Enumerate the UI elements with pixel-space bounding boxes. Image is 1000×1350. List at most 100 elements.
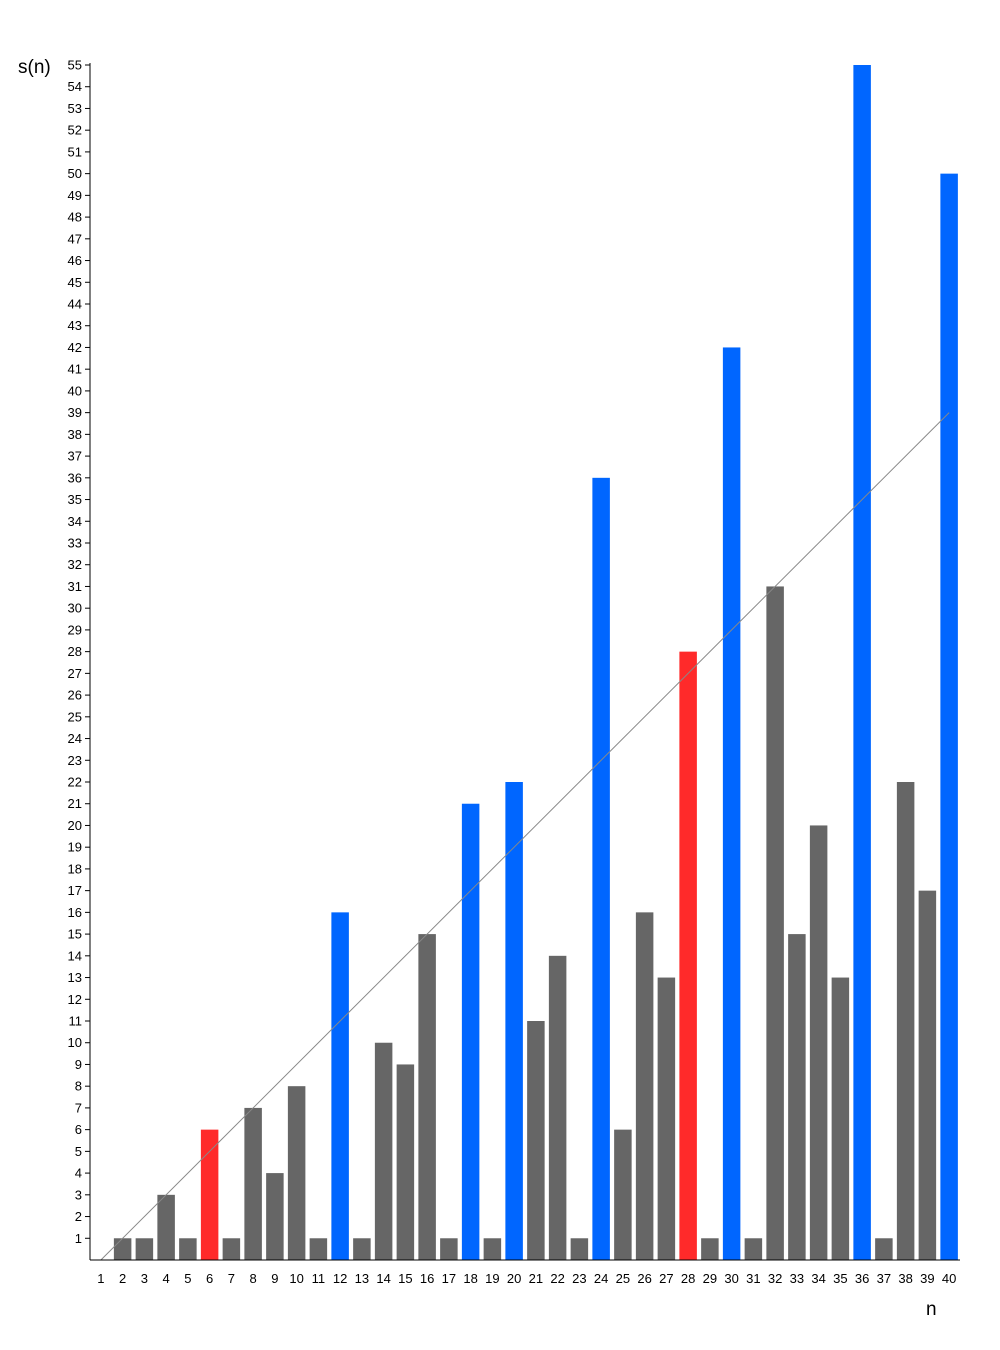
- x-tick-label-31: 31: [746, 1271, 760, 1286]
- y-tick-label-39: 39: [68, 405, 82, 420]
- y-tick-label-37: 37: [68, 449, 82, 464]
- bar-n-40: [940, 173, 958, 1260]
- bar-n-21: [527, 1021, 545, 1260]
- x-tick-label-22: 22: [550, 1271, 564, 1286]
- bar-n-24: [592, 477, 610, 1260]
- y-tick-label-50: 50: [68, 166, 82, 181]
- bar-n-36: [853, 65, 871, 1260]
- x-tick-label-36: 36: [855, 1271, 869, 1286]
- x-tick-label-27: 27: [659, 1271, 673, 1286]
- y-tick-label-15: 15: [68, 927, 82, 942]
- y-tick-label-18: 18: [68, 861, 82, 876]
- y-tick-label-1: 1: [75, 1231, 82, 1246]
- bar-n-31: [744, 1238, 763, 1260]
- x-tick-label-9: 9: [271, 1271, 278, 1286]
- bar-n-3: [135, 1238, 154, 1260]
- x-tick-label-20: 20: [507, 1271, 521, 1286]
- y-tick-label-12: 12: [68, 992, 82, 1007]
- bar-n-25: [614, 1129, 632, 1260]
- bar-n-5: [179, 1238, 197, 1260]
- y-tick-label-27: 27: [68, 666, 82, 681]
- bar-n-27: [657, 977, 676, 1260]
- bar-n-8: [244, 1107, 262, 1260]
- y-tick-label-30: 30: [68, 601, 82, 616]
- x-tick-label-25: 25: [616, 1271, 630, 1286]
- x-tick-label-39: 39: [920, 1271, 934, 1286]
- y-tick-label-11: 11: [69, 1014, 83, 1029]
- x-axis-title: n: [926, 1299, 937, 1320]
- x-tick-label-18: 18: [463, 1271, 477, 1286]
- x-tick-label-28: 28: [681, 1271, 695, 1286]
- x-tick-label-11: 11: [312, 1271, 326, 1286]
- bar-n-7: [222, 1238, 241, 1260]
- bars-layer: [113, 65, 958, 1260]
- y-tick-label-7: 7: [75, 1100, 82, 1115]
- y-tick-label-19: 19: [68, 840, 82, 855]
- x-tick-label-38: 38: [898, 1271, 912, 1286]
- x-tick-label-24: 24: [594, 1271, 608, 1286]
- bar-n-11: [309, 1238, 328, 1260]
- y-tick-label-53: 53: [68, 101, 82, 116]
- y-tick-label-25: 25: [68, 709, 82, 724]
- x-tick-label-12: 12: [333, 1271, 347, 1286]
- y-tick-label-2: 2: [75, 1209, 82, 1224]
- x-tick-label-3: 3: [141, 1271, 148, 1286]
- x-tick-label-21: 21: [529, 1271, 543, 1286]
- y-tick-label-51: 51: [68, 144, 82, 159]
- bar-n-19: [483, 1238, 502, 1260]
- x-tick-label-14: 14: [376, 1271, 390, 1286]
- y-tick-label-34: 34: [68, 514, 82, 529]
- x-tick-label-1: 1: [97, 1271, 104, 1286]
- y-ticks-layer: 1234567891011121314151617181920212223242…: [68, 58, 90, 1246]
- axes-layer: [89, 63, 960, 1261]
- x-tick-label-4: 4: [163, 1271, 170, 1286]
- bar-n-26: [635, 912, 654, 1260]
- bar-n-6: [200, 1129, 219, 1260]
- x-tick-label-30: 30: [724, 1271, 738, 1286]
- y-tick-label-40: 40: [68, 383, 82, 398]
- y-tick-label-21: 21: [68, 796, 82, 811]
- x-tick-label-26: 26: [637, 1271, 651, 1286]
- bar-n-2: [113, 1238, 132, 1260]
- bar-n-15: [396, 1064, 415, 1260]
- y-tick-label-41: 41: [68, 362, 82, 377]
- y-tick-label-20: 20: [68, 818, 82, 833]
- x-tick-label-7: 7: [228, 1271, 235, 1286]
- reference-line: [100, 412, 950, 1261]
- x-tick-label-23: 23: [572, 1271, 586, 1286]
- x-tick-label-16: 16: [420, 1271, 434, 1286]
- x-tick-label-6: 6: [206, 1271, 213, 1286]
- y-tick-label-10: 10: [68, 1035, 82, 1050]
- x-tick-label-35: 35: [833, 1271, 847, 1286]
- y-tick-label-24: 24: [68, 731, 82, 746]
- bar-n-38: [896, 782, 915, 1260]
- bar-n-28: [679, 651, 697, 1260]
- y-tick-label-45: 45: [68, 275, 82, 290]
- bar-n-4: [157, 1194, 175, 1260]
- bar-n-9: [266, 1173, 284, 1260]
- y-tick-label-23: 23: [68, 753, 82, 768]
- x-tick-label-15: 15: [398, 1271, 412, 1286]
- bar-n-39: [918, 890, 937, 1260]
- x-tick-label-40: 40: [942, 1271, 956, 1286]
- x-tick-label-34: 34: [811, 1271, 825, 1286]
- x-tick-label-19: 19: [485, 1271, 499, 1286]
- y-tick-label-43: 43: [68, 318, 82, 333]
- y-tick-label-22: 22: [68, 775, 82, 790]
- x-tick-label-8: 8: [250, 1271, 257, 1286]
- y-axis-title: s(n): [18, 57, 51, 78]
- x-tick-label-37: 37: [877, 1271, 891, 1286]
- bar-n-33: [788, 934, 806, 1260]
- y-tick-label-42: 42: [68, 340, 82, 355]
- bar-n-12: [331, 912, 349, 1260]
- y-tick-label-5: 5: [75, 1144, 82, 1159]
- y-tick-label-52: 52: [68, 123, 82, 138]
- x-tick-label-10: 10: [289, 1271, 303, 1286]
- x-tick-label-32: 32: [768, 1271, 782, 1286]
- y-tick-label-38: 38: [68, 427, 82, 442]
- y-tick-label-35: 35: [68, 492, 82, 507]
- y-tick-label-29: 29: [68, 622, 82, 637]
- bar-n-37: [875, 1238, 893, 1260]
- y-tick-label-47: 47: [68, 231, 82, 246]
- bar-n-29: [701, 1238, 719, 1260]
